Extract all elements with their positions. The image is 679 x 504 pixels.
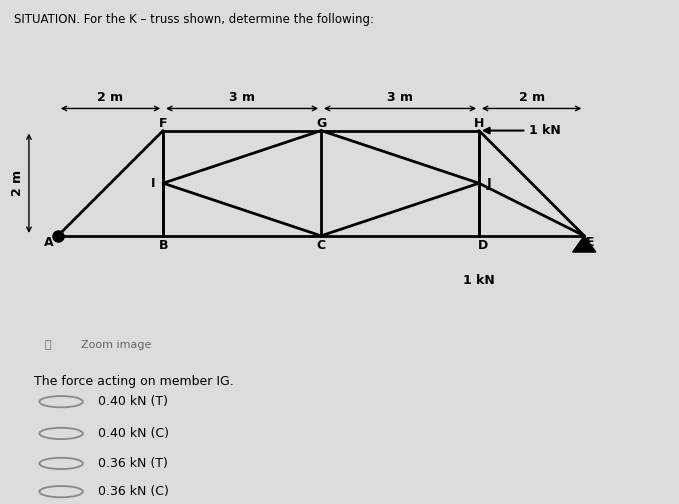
Text: 1 kN: 1 kN bbox=[529, 124, 561, 137]
Text: 0.36 kN (T): 0.36 kN (T) bbox=[98, 457, 168, 470]
Text: Zoom image: Zoom image bbox=[81, 340, 152, 350]
Text: A: A bbox=[43, 236, 53, 248]
Text: 0.40 kN (C): 0.40 kN (C) bbox=[98, 427, 170, 440]
Text: F: F bbox=[159, 117, 168, 130]
Text: E: E bbox=[587, 236, 595, 248]
Text: H: H bbox=[474, 117, 484, 130]
Text: 3 m: 3 m bbox=[229, 91, 255, 104]
Text: 3 m: 3 m bbox=[387, 91, 413, 104]
Text: D: D bbox=[478, 239, 488, 252]
Text: 2 m: 2 m bbox=[98, 91, 124, 104]
Text: C: C bbox=[316, 239, 326, 252]
Text: ⓘ: ⓘ bbox=[44, 340, 51, 350]
Text: 2 m: 2 m bbox=[519, 91, 545, 104]
Text: I: I bbox=[150, 177, 155, 190]
Text: 2 m: 2 m bbox=[11, 170, 24, 196]
Text: J: J bbox=[486, 177, 491, 190]
Text: B: B bbox=[158, 239, 168, 252]
Text: G: G bbox=[316, 117, 326, 130]
Text: SITUATION. For the K – truss shown, determine the following:: SITUATION. For the K – truss shown, dete… bbox=[14, 13, 373, 26]
Text: The force acting on member IG.: The force acting on member IG. bbox=[34, 375, 234, 388]
Text: 0.36 kN (C): 0.36 kN (C) bbox=[98, 485, 169, 498]
Text: 1 kN: 1 kN bbox=[463, 274, 495, 287]
Text: 0.40 kN (T): 0.40 kN (T) bbox=[98, 395, 168, 408]
Polygon shape bbox=[572, 236, 596, 252]
